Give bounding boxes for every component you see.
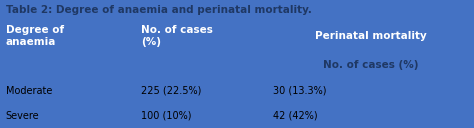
Text: Table 2: Degree of anaemia and perinatal mortality.: Table 2: Degree of anaemia and perinatal… [6,5,311,15]
FancyBboxPatch shape [268,20,474,52]
FancyBboxPatch shape [268,52,474,78]
Bar [0,20,474,128]
FancyBboxPatch shape [0,20,135,78]
Text: 100 (10%): 100 (10%) [141,110,191,121]
Text: No. of cases
(%): No. of cases (%) [141,25,213,47]
Text: Perinatal mortality: Perinatal mortality [315,31,427,41]
FancyBboxPatch shape [0,0,474,20]
Text: Degree of
anaemia: Degree of anaemia [6,25,64,47]
Text: 30 (13.3%): 30 (13.3%) [273,86,327,96]
Text: Moderate: Moderate [6,86,52,96]
FancyBboxPatch shape [268,78,474,103]
FancyBboxPatch shape [135,20,268,78]
FancyBboxPatch shape [0,78,474,103]
FancyBboxPatch shape [0,103,135,128]
Text: No. of cases (%): No. of cases (%) [323,60,419,70]
Text: 42 (42%): 42 (42%) [273,110,318,121]
FancyBboxPatch shape [268,103,474,128]
FancyBboxPatch shape [0,103,474,128]
Text: 225 (22.5%): 225 (22.5%) [141,86,201,96]
FancyBboxPatch shape [0,78,135,103]
FancyBboxPatch shape [135,103,268,128]
Text: Severe: Severe [6,110,39,121]
FancyBboxPatch shape [135,78,268,103]
